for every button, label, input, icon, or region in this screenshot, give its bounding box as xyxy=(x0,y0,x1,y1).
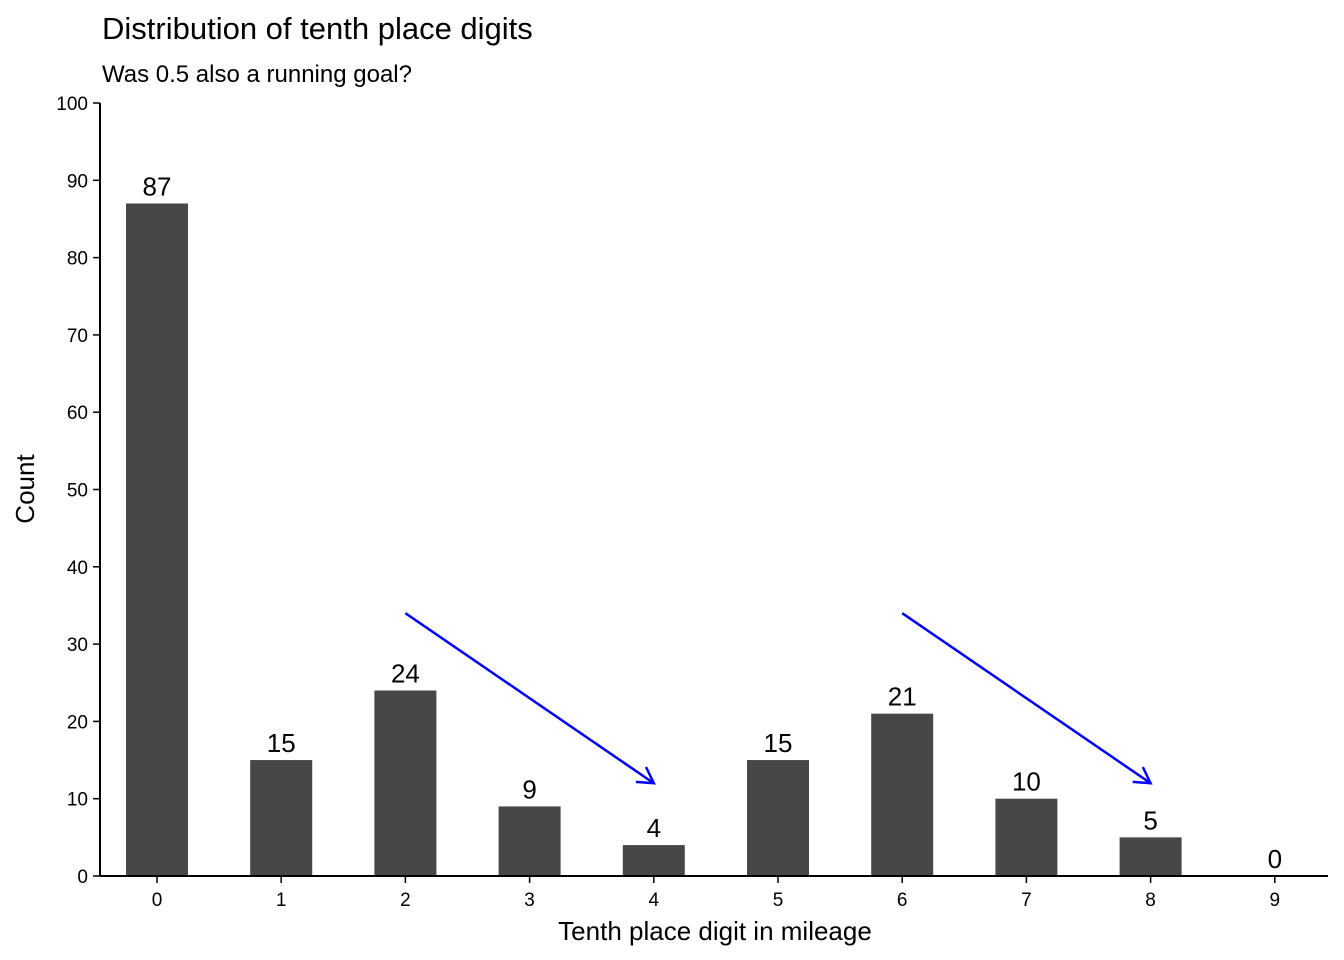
bar-8 xyxy=(1119,837,1182,876)
y-tick-label: 80 xyxy=(67,249,88,270)
bar-5 xyxy=(747,760,809,876)
y-tick-label: 20 xyxy=(67,712,88,733)
data-label-1: 15 xyxy=(267,728,296,758)
annotation-arrow-1 xyxy=(404,612,655,785)
annotation-arrowhead-2 xyxy=(1132,766,1153,785)
y-axis-title: Count xyxy=(10,454,40,524)
data-label-3: 9 xyxy=(522,774,536,804)
y-tick-label: 100 xyxy=(56,94,88,115)
bar-0 xyxy=(126,203,188,877)
x-tick-label: 5 xyxy=(773,890,784,911)
data-label-8: 5 xyxy=(1143,805,1157,835)
data-label-7: 10 xyxy=(1012,767,1041,797)
x-tick-label: 3 xyxy=(524,890,535,911)
annotations-group xyxy=(404,612,1153,785)
bar-2 xyxy=(374,690,437,876)
x-tick-label: 1 xyxy=(276,890,287,911)
chart-subtitle: Was 0.5 also a running goal? xyxy=(102,61,412,88)
y-tick-label: 40 xyxy=(67,558,88,579)
data-label-4: 4 xyxy=(647,813,661,843)
bar-1 xyxy=(250,760,313,876)
x-tick-label: 9 xyxy=(1270,890,1281,911)
y-tick-label: 50 xyxy=(67,481,88,502)
bar-7 xyxy=(995,798,1058,876)
data-label-6: 21 xyxy=(888,682,917,712)
y-tick-label: 60 xyxy=(67,403,88,424)
x-tick-label: 4 xyxy=(649,890,660,911)
x-tick-label: 7 xyxy=(1021,890,1032,911)
bar-4 xyxy=(622,845,685,876)
x-tick-label: 2 xyxy=(400,890,411,911)
data-label-9: 0 xyxy=(1268,844,1282,874)
data-label-2: 24 xyxy=(391,658,420,688)
x-axis-title: Tenth place digit in mileage xyxy=(558,916,872,946)
y-tick-label: 90 xyxy=(67,171,88,192)
chart-title: Distribution of tenth place digits xyxy=(102,11,533,46)
y-ticks-group: 0 10 20 30 40 50 60 70 80 90 100 xyxy=(56,94,100,888)
y-tick-label: 70 xyxy=(67,326,88,347)
data-labels-group: 87 15 24 9 4 15 21 10 5 0 xyxy=(143,171,1282,874)
y-tick-label: 10 xyxy=(67,790,88,811)
y-tick-label: 0 xyxy=(77,867,88,888)
x-tick-label: 8 xyxy=(1145,890,1156,911)
data-label-0: 87 xyxy=(143,171,172,201)
bar-3 xyxy=(498,806,561,876)
annotation-arrowhead-1 xyxy=(635,766,656,785)
bars-group xyxy=(126,203,1182,877)
x-ticks-group: 0 1 2 3 4 5 6 7 8 9 xyxy=(152,876,1280,911)
bar-6 xyxy=(871,713,934,876)
y-tick-label: 30 xyxy=(67,635,88,656)
annotation-arrow-2 xyxy=(901,612,1152,785)
data-label-5: 15 xyxy=(764,728,793,758)
x-tick-label: 6 xyxy=(897,890,908,911)
x-tick-label: 0 xyxy=(152,890,163,911)
